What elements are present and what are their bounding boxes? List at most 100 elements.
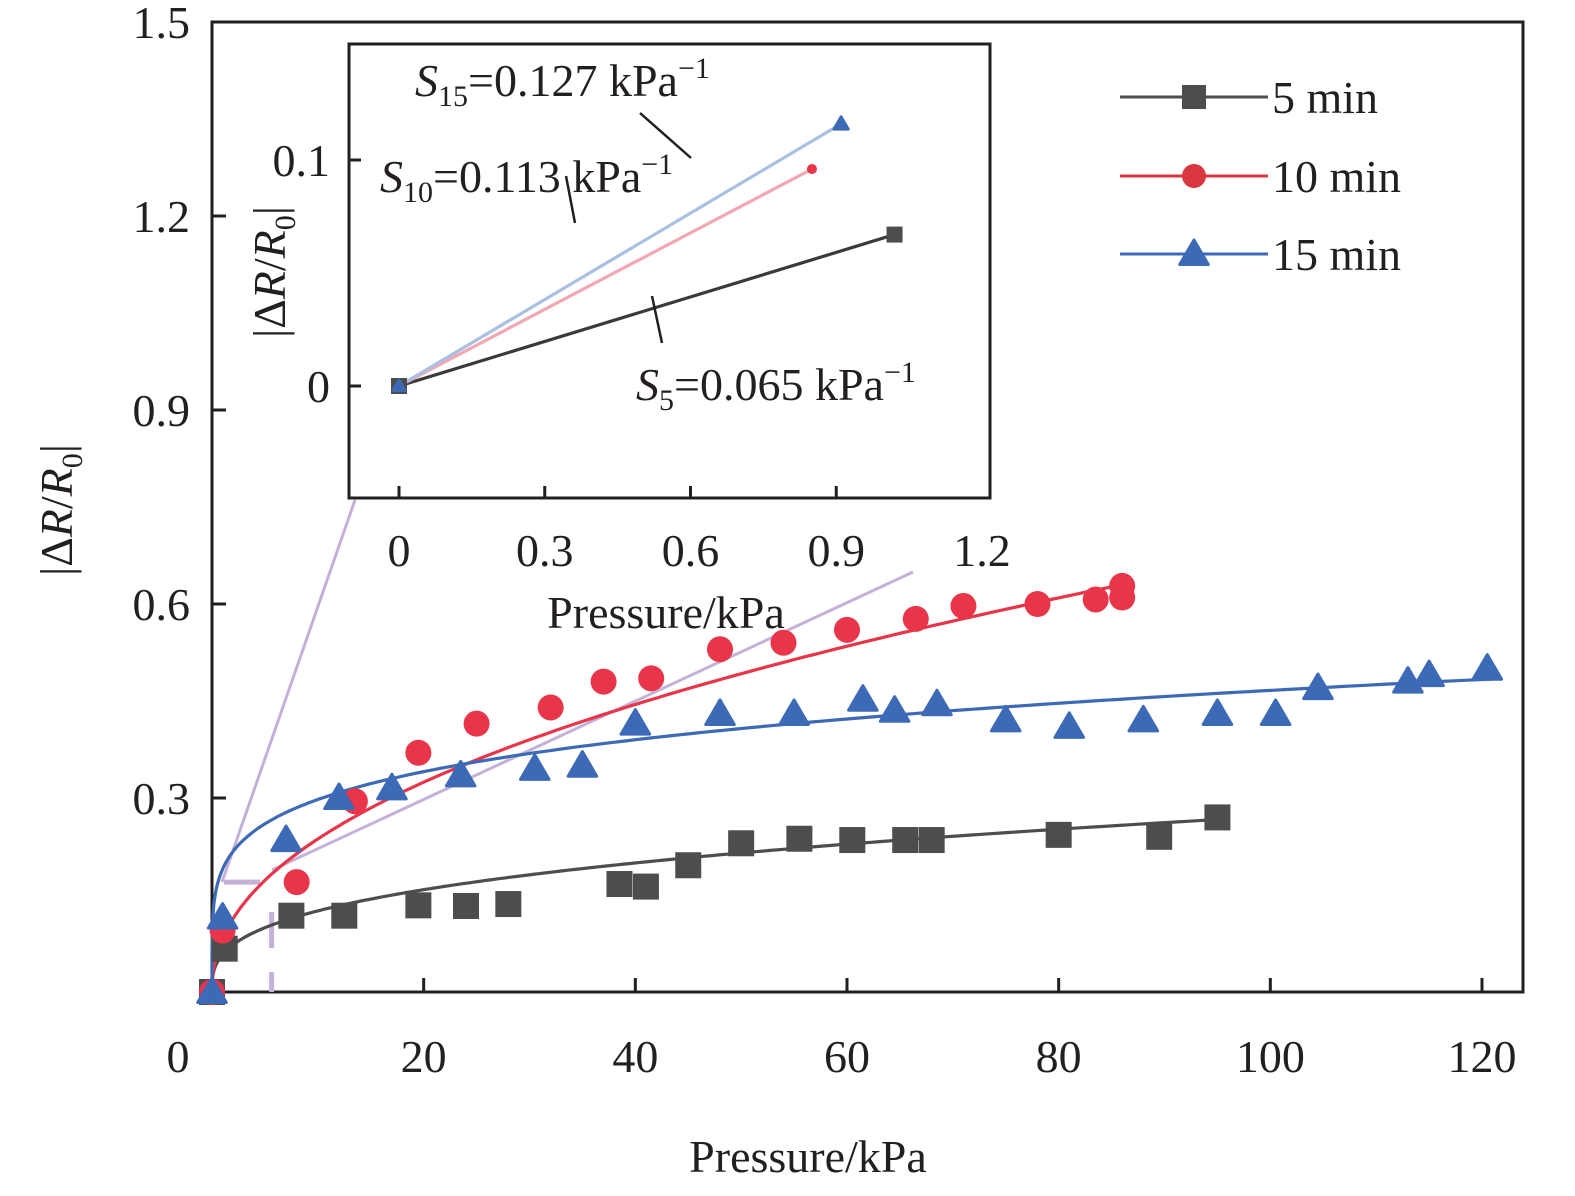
data-point-15-min — [619, 708, 652, 736]
data-point-5-min — [495, 891, 522, 918]
fit-curve-15-min — [210, 677, 1493, 992]
data-point-5-min — [405, 892, 432, 919]
data-point-15-min — [323, 782, 355, 811]
data-point-15-min — [444, 759, 477, 788]
data-point-15-min — [778, 698, 810, 726]
s15-label: S15=0.127 kPa−1 — [415, 52, 710, 113]
main-y-axis-title: |ΔR/R0| — [31, 444, 89, 576]
data-point-5-min — [453, 892, 479, 919]
data-point-10-min — [1082, 586, 1109, 613]
data-point-5-min — [1146, 823, 1173, 850]
data-point-15-min — [1302, 672, 1334, 701]
data-point-10-min — [463, 710, 490, 737]
data-point-5-min — [918, 827, 945, 854]
legend-marker-square — [1182, 85, 1206, 109]
legend-marker-circle — [1182, 164, 1206, 188]
legend: 5 min 10 min 15 min — [1120, 72, 1401, 280]
data-point-10-min — [283, 869, 310, 896]
data-point-15-min — [1201, 698, 1234, 726]
data-point-10-min — [638, 665, 665, 692]
main-x-tick-label: 120 — [1448, 1031, 1517, 1082]
data-point-15-min — [1053, 711, 1086, 739]
data-point-10-min — [405, 739, 432, 766]
data-point-15-min — [196, 976, 228, 1005]
main-y-ticks: 0.3 0.6 0.9 1.2 1.5 — [133, 0, 226, 824]
data-point-15-min — [518, 753, 551, 781]
legend-item-10-min: 10 min — [1120, 151, 1401, 202]
data-point-10-min — [537, 694, 564, 721]
data-point-15-min — [270, 824, 302, 853]
inset-point-5-min — [886, 226, 903, 243]
inset-y-tick-label: 0 — [307, 361, 330, 412]
data-point-15-min — [878, 695, 911, 723]
main-x-tick-label: 60 — [824, 1031, 870, 1082]
legend-item-5-min: 5 min — [1120, 72, 1378, 123]
inset-plot: 0 0.3 0.6 0.9 1.2 00.1 Pressure/kPa |ΔR/R0| … — [244, 42, 1011, 638]
data-point-10-min — [902, 605, 929, 632]
main-data-points — [196, 572, 1504, 1005]
legend-marker-triangle — [1178, 238, 1210, 267]
inset-origin-point — [391, 378, 407, 392]
data-point-10-min — [770, 629, 797, 656]
data-point-5-min — [728, 830, 755, 857]
legend-label: 5 min — [1272, 72, 1378, 123]
main-axes: 0 20 40 60 80 100 120 0.3 0.6 0.9 1.2 1.5 Pressure… — [31, 0, 1525, 1182]
inset-x-tick-label: 1.2 — [953, 525, 1011, 576]
data-point-5-min — [632, 873, 659, 900]
data-point-10-min — [834, 616, 860, 643]
main-y-tick-label: 0.6 — [133, 579, 191, 630]
inset-lines — [398, 122, 896, 388]
inset-x-tick-label: 0 — [388, 525, 411, 576]
data-point-15-min — [704, 698, 736, 726]
s15-leader-line — [639, 112, 692, 159]
data-point-15-min — [847, 684, 879, 712]
data-point-5-min — [331, 902, 358, 929]
data-point-15-min — [1413, 659, 1445, 688]
inset-point-15-min — [832, 115, 850, 131]
s5-label: S5=0.065 kPa−1 — [636, 356, 916, 417]
data-point-5-min — [606, 871, 633, 898]
data-point-5-min — [278, 902, 305, 929]
inset-y-tick-label: 0.1 — [273, 135, 331, 186]
inset-y-ticks: 00.1 — [273, 135, 361, 412]
main-x-tick-label: 80 — [1036, 1031, 1082, 1082]
data-point-10-min — [590, 668, 617, 695]
main-y-tick-label: 0.9 — [133, 385, 191, 436]
data-point-5-min — [839, 827, 866, 854]
data-point-15-min — [1259, 698, 1292, 726]
data-point-15-min — [376, 772, 408, 801]
main-y-tick-label: 0.3 — [133, 773, 191, 824]
main-x-tick-label: 40 — [612, 1031, 658, 1082]
data-point-5-min — [1204, 804, 1231, 831]
fit-curve-10-min — [210, 583, 1123, 992]
s5-leader-line — [650, 295, 664, 344]
inset-line-5-min — [398, 233, 896, 388]
main-x-tick-label: 0 — [167, 1031, 190, 1082]
s10-leader-line — [564, 175, 577, 224]
zoom-guide-line — [220, 499, 357, 883]
data-point-10-min — [707, 636, 733, 663]
data-point-15-min — [921, 688, 953, 717]
data-point-10-min — [950, 592, 977, 619]
main-x-tick-label: 20 — [401, 1031, 447, 1082]
data-point-5-min — [892, 827, 919, 854]
data-point-5-min — [1045, 821, 1072, 848]
main-fit-curves — [210, 583, 1493, 992]
main-x-axis-title: Pressure/kPa — [689, 1131, 927, 1182]
legend-label: 10 min — [1272, 151, 1401, 202]
inset-point-10-min — [806, 164, 817, 175]
main-y-tick-label: 1.2 — [133, 191, 191, 242]
data-point-15-min — [206, 902, 239, 930]
data-point-10-min — [1109, 572, 1136, 599]
legend-item-15-min: 15 min — [1120, 229, 1401, 280]
inset-line-15-min — [398, 122, 842, 388]
inset-plot-frame — [347, 42, 992, 500]
main-y-tick-label: 1.5 — [133, 0, 191, 48]
inset-x-ticks: 0 0.3 0.6 0.9 1.2 — [388, 486, 1011, 576]
inset-x-tick-label: 0.3 — [516, 525, 574, 576]
inset-y-axis-title: |ΔR/R0| — [244, 206, 302, 338]
s10-label: S10=0.113 kPa−1 — [380, 148, 673, 209]
data-point-15-min — [989, 704, 1022, 733]
zoom-guide-line — [271, 570, 914, 872]
